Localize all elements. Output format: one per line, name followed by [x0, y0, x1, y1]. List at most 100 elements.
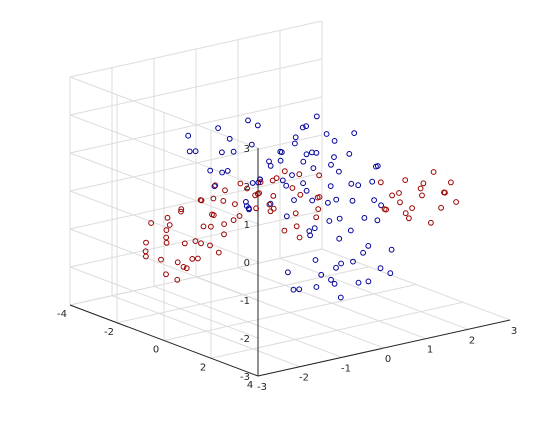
data-point: [300, 158, 307, 165]
data-point: [406, 215, 412, 222]
x-tick-label: 2: [469, 335, 475, 346]
data-point: [245, 117, 251, 124]
data-point: [224, 168, 231, 174]
data-point: [420, 180, 427, 187]
data-point: [281, 227, 288, 234]
data-point: [328, 276, 334, 283]
data-point: [430, 169, 437, 175]
y-tick-label: -2: [104, 327, 114, 338]
data-point: [195, 255, 201, 262]
data-point: [388, 246, 395, 253]
data-point: [303, 123, 310, 130]
x-axis-line: [257, 319, 511, 377]
data-point: [310, 165, 317, 172]
grid-line: [69, 20, 323, 78]
data-point: [313, 284, 320, 290]
data-point: [323, 131, 330, 137]
data-point: [389, 192, 396, 199]
data-point: [279, 177, 286, 184]
data-point: [331, 280, 338, 287]
data-point: [211, 183, 218, 190]
data-point: [163, 239, 170, 246]
data-point: [243, 199, 249, 205]
data-point: [183, 265, 190, 272]
data-point: [221, 221, 228, 228]
x-tick-label: -1: [341, 363, 351, 374]
data-point: [142, 248, 149, 255]
data-point: [311, 225, 318, 232]
data-point: [441, 189, 447, 196]
data-point: [314, 194, 321, 201]
data-point: [219, 169, 226, 176]
data-point: [244, 185, 251, 192]
data-point: [180, 264, 187, 270]
data-point: [338, 260, 345, 267]
data-point: [293, 223, 300, 230]
grid-line: [69, 228, 259, 301]
data-point: [164, 214, 171, 221]
data-point: [237, 180, 244, 187]
data-point: [277, 157, 284, 164]
data-point: [209, 211, 215, 218]
data-point: [453, 199, 460, 205]
data-point: [378, 202, 385, 209]
data-point: [256, 190, 263, 197]
data-point: [283, 213, 290, 220]
data-point: [221, 231, 227, 238]
data-point: [158, 256, 164, 263]
data-point: [257, 176, 264, 183]
z-tick-label: 1: [244, 220, 250, 231]
data-point: [181, 240, 188, 247]
data-point: [174, 259, 181, 266]
data-point: [289, 172, 295, 179]
data-point: [198, 240, 204, 247]
data-point: [419, 192, 425, 199]
data-point: [249, 180, 256, 186]
data-point: [336, 215, 343, 222]
data-point: [336, 235, 343, 242]
data-point: [349, 197, 356, 204]
z-tick-label: -2: [240, 334, 250, 345]
x-tick-label: -2: [299, 373, 309, 384]
data-point: [215, 249, 222, 256]
data-point: [270, 193, 277, 199]
data-point: [207, 167, 214, 174]
data-point: [208, 223, 214, 230]
z-tick-label: -3: [240, 372, 250, 383]
axes-layer: [69, 148, 511, 377]
data-point: [281, 168, 288, 175]
data-point: [448, 179, 454, 186]
data-point: [219, 149, 225, 156]
x-tick-label: 3: [511, 326, 517, 337]
data-point: [292, 134, 299, 141]
data-point: [396, 190, 402, 196]
data-point: [174, 276, 181, 283]
data-point: [355, 182, 362, 189]
grid-line: [69, 114, 259, 187]
data-point: [303, 187, 310, 194]
data-point: [333, 196, 340, 203]
data-point: [318, 271, 325, 278]
y-tick-label: 0: [153, 345, 159, 356]
data-point: [312, 257, 319, 263]
data-point: [347, 227, 354, 234]
data-point: [377, 265, 384, 272]
z-tick-label: 0: [244, 258, 250, 269]
data-point: [289, 185, 296, 191]
data-point: [428, 219, 434, 226]
data-point: [409, 205, 416, 212]
z-tick-label: 3: [244, 144, 250, 155]
data-point: [200, 223, 207, 230]
data-point: [257, 179, 264, 186]
z-tick-label: 2: [244, 182, 250, 193]
data-point: [143, 253, 149, 260]
data-point: [266, 201, 273, 208]
data-point: [300, 180, 307, 187]
data-point: [291, 197, 297, 204]
data-point: [377, 179, 384, 186]
data-point: [397, 199, 403, 206]
data-point: [215, 125, 222, 132]
x-tick-label: 0: [385, 354, 391, 365]
data-point: [374, 217, 381, 224]
